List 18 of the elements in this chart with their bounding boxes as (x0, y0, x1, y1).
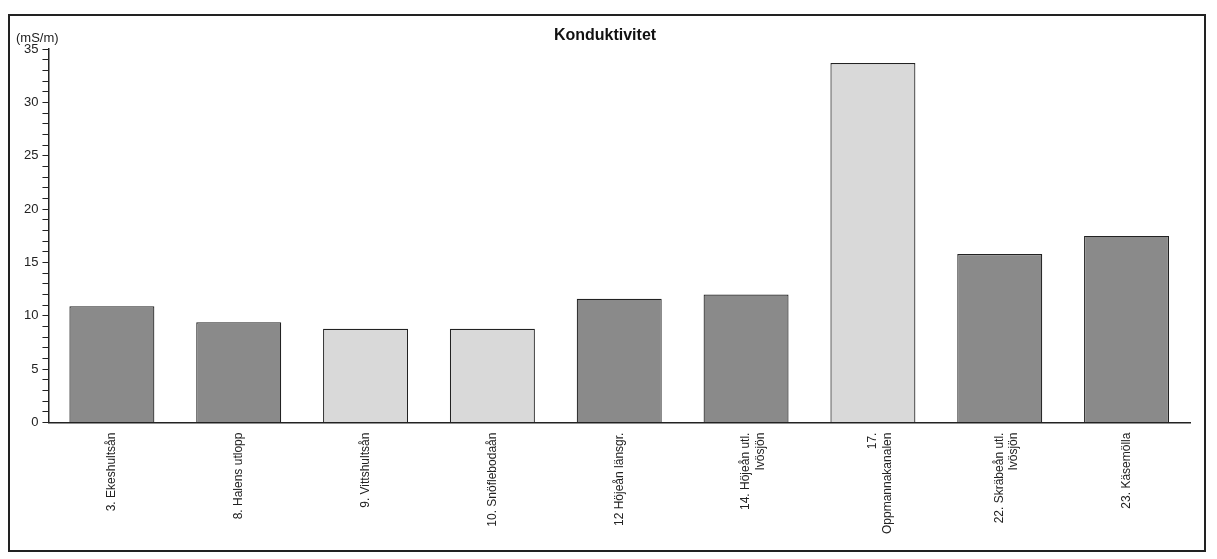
x-tick-label: 14. Höjeån utl. Ivösjön (738, 432, 767, 510)
y-axis-title: (mS/m) (16, 30, 59, 46)
y-tick-label: 30 (23, 94, 39, 110)
x-tick-label: 22. Skräbeån utl. Ivösjön (992, 432, 1021, 524)
y-tick-label: 0 (31, 414, 39, 430)
x-tick-label: 9. Vittshultsån (357, 432, 372, 508)
y-tick-label: 15 (23, 254, 39, 270)
x-tick-label: 10. Snöflebodaån (484, 432, 499, 527)
y-tick-label: 20 (23, 200, 39, 216)
chart-title: Konduktivitet (553, 26, 657, 44)
y-tick-label: 5 (31, 360, 39, 376)
x-tick-label: 3. Ekeshultsån (104, 432, 119, 512)
x-tick-label: 8. Halens utlopp (231, 432, 246, 520)
x-tick-label: 17. Oppmannakanalen (865, 432, 894, 535)
x-tick-label: 12 Höjeån länsgr. (611, 432, 626, 526)
x-tick-label: 23. Käsemölla (1118, 432, 1133, 509)
y-tick-label: 10 (23, 307, 39, 323)
y-tick-label: 25 (23, 147, 39, 163)
